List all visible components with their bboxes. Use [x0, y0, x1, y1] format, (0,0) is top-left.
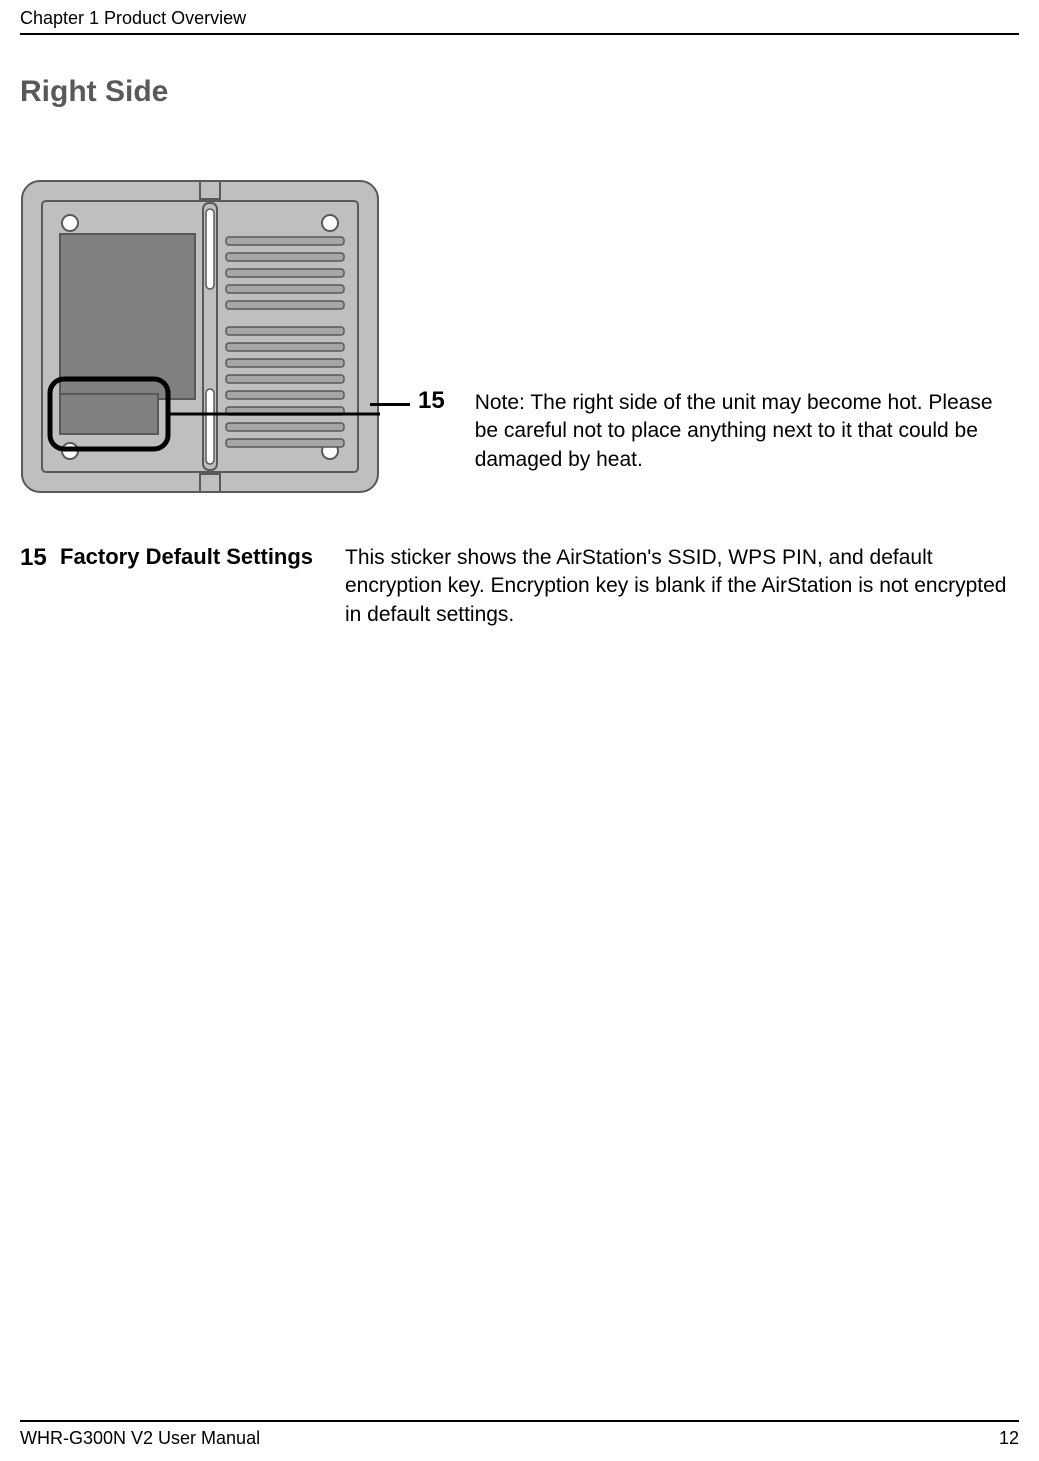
footer-page-number: 12 — [999, 1428, 1019, 1449]
definition-row: 15 Factory Default Settings This sticker… — [20, 544, 1019, 629]
footer-manual-name: WHR-G300N V2 User Manual — [20, 1428, 260, 1449]
callout-number: 15 — [418, 387, 445, 415]
callout-leader-extension — [370, 403, 410, 406]
chapter-label: Chapter 1 Product Overview — [20, 8, 246, 29]
page-footer: WHR-G300N V2 User Manual 12 — [20, 1420, 1019, 1449]
definition-label: Factory Default Settings — [60, 544, 345, 570]
section-title: Right Side — [20, 75, 1019, 109]
definition-description: This sticker shows the AirStation's SSID… — [345, 544, 1015, 629]
callout-note-text: Note: The right side of the unit may bec… — [475, 389, 995, 474]
definition-number: 15 — [20, 544, 60, 572]
device-right-side-diagram — [20, 179, 380, 494]
